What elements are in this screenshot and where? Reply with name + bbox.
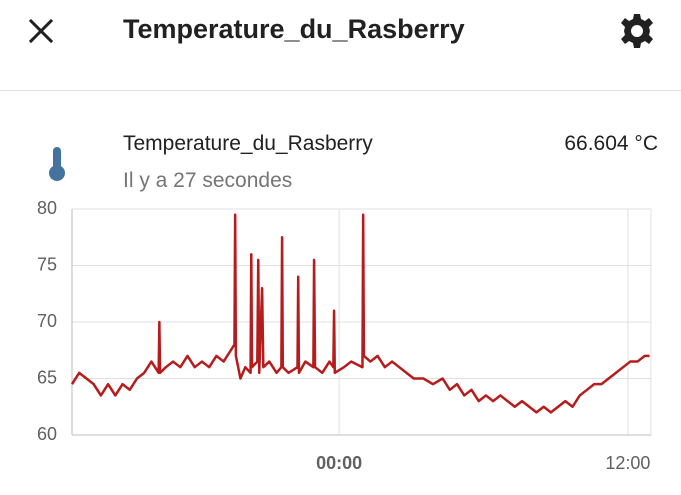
y-tick-label: 75 <box>37 254 57 274</box>
entity-name: Temperature_du_Rasberry <box>123 132 373 155</box>
settings-button[interactable] <box>621 14 653 48</box>
temperature-line <box>70 213 650 414</box>
last-changed: Il y a 27 secondes <box>123 169 293 192</box>
plot-area: 60 65 70 75 80 00:00 12:00 <box>37 198 651 473</box>
dialog-title: Temperature_du_Rasberry <box>123 14 465 44</box>
y-tick-label: 70 <box>37 311 57 331</box>
thermometer-icon <box>49 147 65 181</box>
x-tick-label: 12:00 <box>605 453 650 473</box>
entity-state: 66.604 °C <box>564 132 658 155</box>
divider <box>0 90 681 91</box>
y-tick-label: 80 <box>37 198 57 218</box>
y-tick-label: 65 <box>37 367 57 387</box>
y-tick-label: 60 <box>37 424 57 444</box>
close-button[interactable] <box>28 18 54 44</box>
x-tick-label: 00:00 <box>316 453 362 473</box>
